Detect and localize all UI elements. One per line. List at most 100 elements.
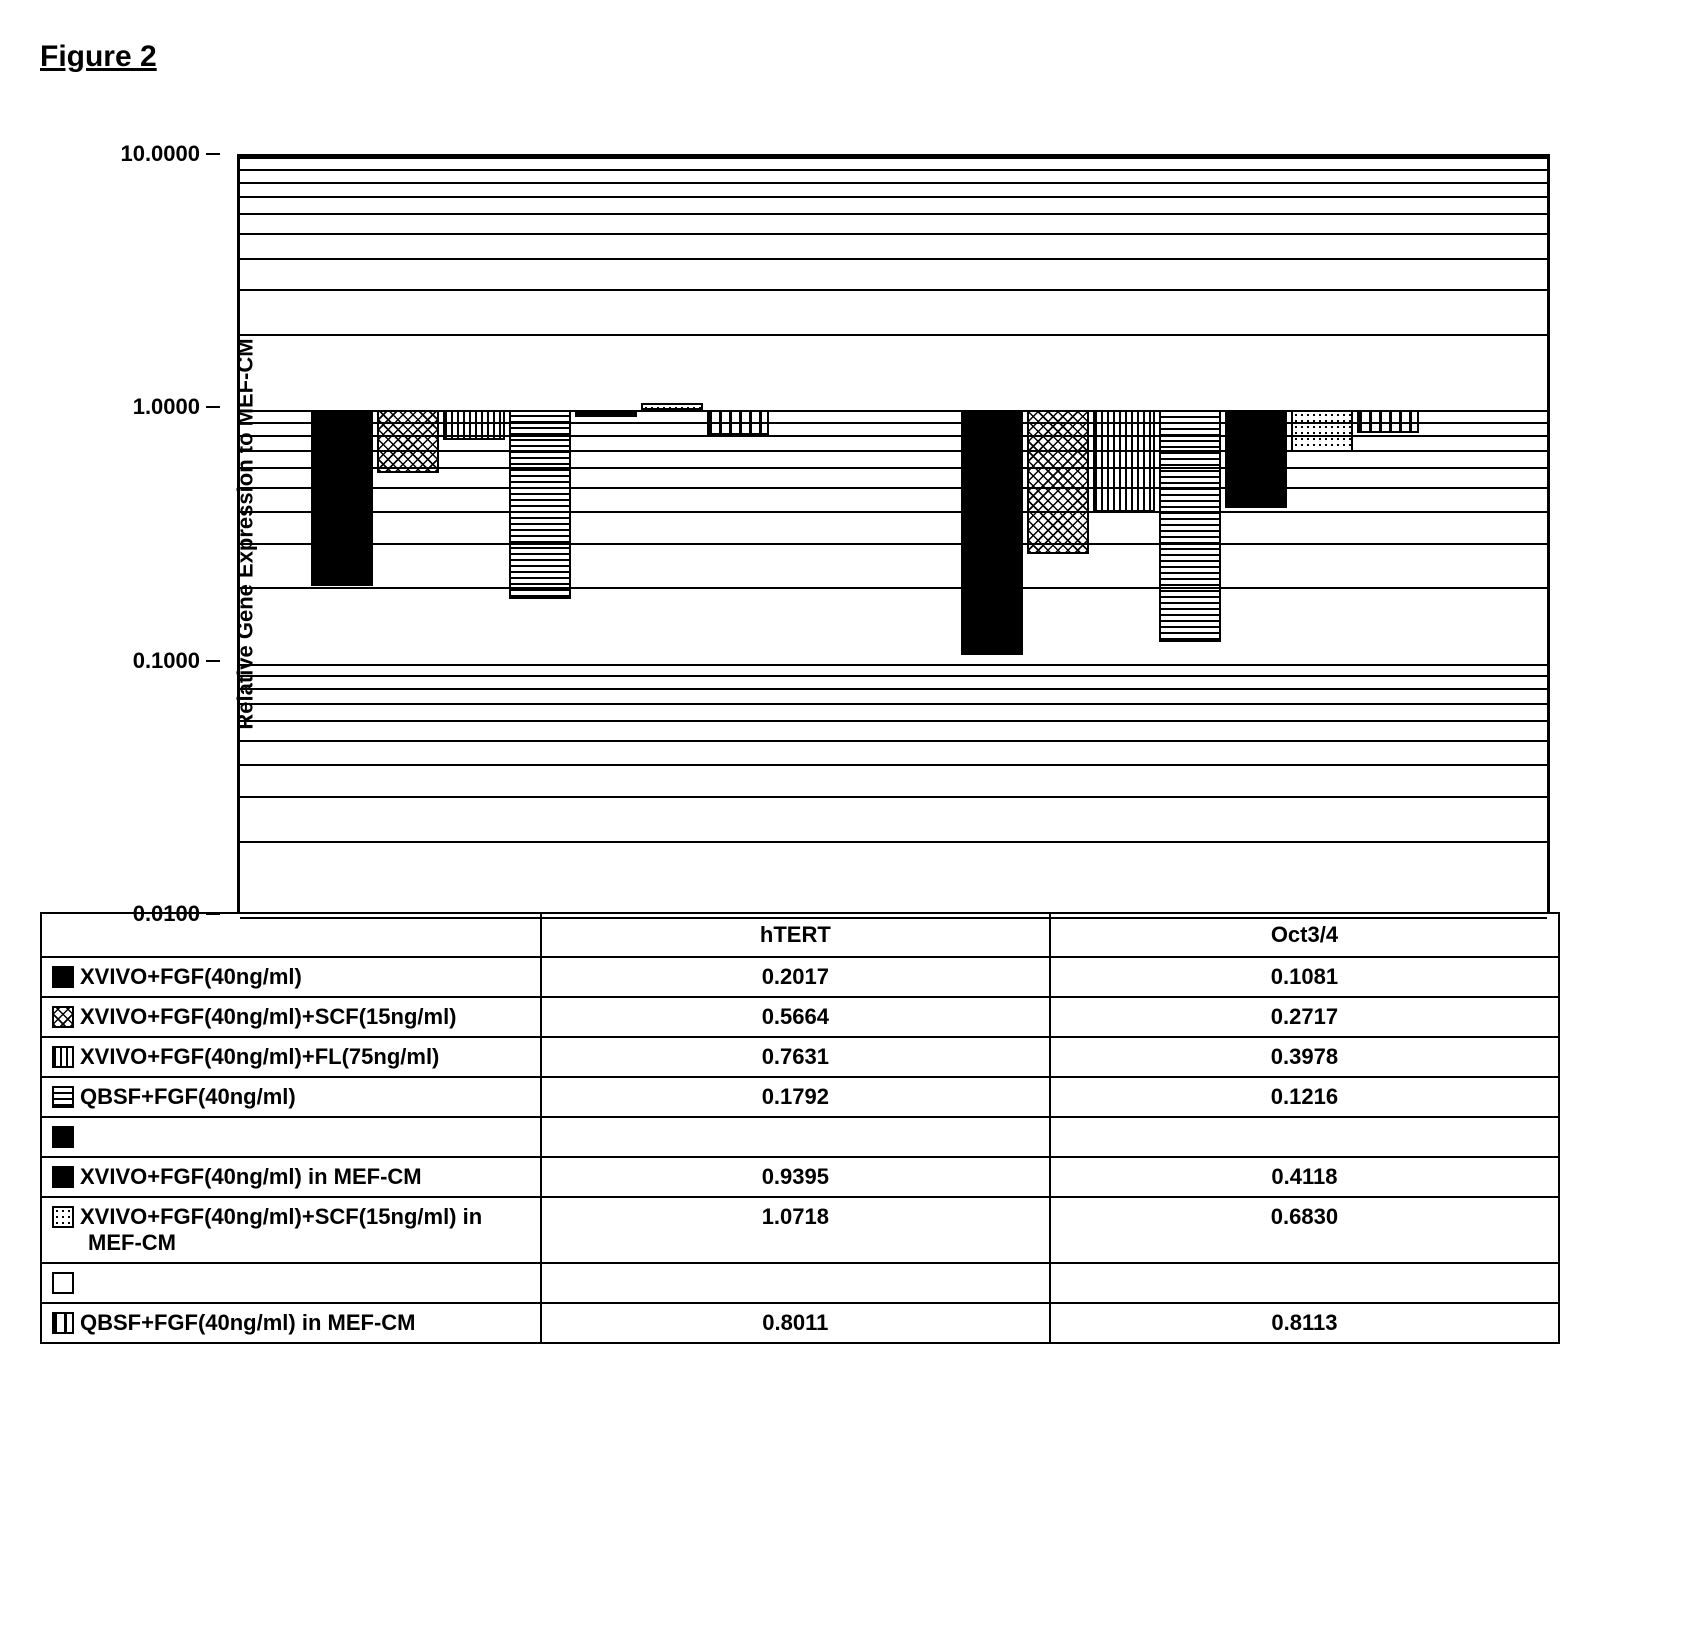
- y-tick-mark: [206, 406, 220, 408]
- gridline: [240, 664, 1547, 666]
- bar: [961, 410, 1023, 655]
- bar: [1093, 410, 1155, 511]
- gridline: [240, 334, 1547, 336]
- header-cat-0: hTERT: [541, 913, 1050, 957]
- legend-swatch: [52, 1166, 74, 1188]
- y-tick-label: 0.1000: [133, 648, 200, 674]
- legend-swatch: [52, 1206, 74, 1228]
- legend-label: XVIVO+FGF(40ng/ml)+SCF(15ng/ml): [80, 1004, 457, 1029]
- legend-cell: [41, 1263, 541, 1303]
- gridline: [240, 796, 1547, 798]
- legend-label: QBSF+FGF(40ng/ml) in MEF-CM: [80, 1310, 416, 1335]
- legend-cell: XVIVO+FGF(40ng/ml)+FL(75ng/ml): [41, 1037, 541, 1077]
- value-cell: 0.2017: [541, 957, 1050, 997]
- gridline: [240, 740, 1547, 742]
- gridline: [240, 703, 1547, 705]
- legend-swatch: [52, 1126, 74, 1148]
- gridline: [240, 289, 1547, 291]
- gridline: [240, 467, 1547, 469]
- table-row: XVIVO+FGF(40ng/ml) in MEF-CM 0.93950.4118: [41, 1157, 1559, 1197]
- value-cell: 0.1081: [1050, 957, 1559, 997]
- legend-label: XVIVO+FGF(40ng/ml) in MEF-CM: [80, 1164, 422, 1189]
- bar: [1027, 410, 1089, 553]
- value-cell: 0.6830: [1050, 1197, 1559, 1263]
- gridline: [240, 169, 1547, 171]
- legend-cell: QBSF+FGF(40ng/ml) in MEF-CM: [41, 1303, 541, 1343]
- value-cell: [1050, 1263, 1559, 1303]
- table-row: XVIVO+FGF(40ng/ml) 0.20170.1081: [41, 957, 1559, 997]
- legend-cell: XVIVO+FGF(40ng/ml): [41, 957, 541, 997]
- y-axis-ticks: 10.00001.00000.10000.0100: [100, 154, 220, 914]
- table-header-row: hTERT Oct3/4: [41, 913, 1559, 957]
- bars-layer: [240, 157, 1547, 914]
- value-cell: 0.3978: [1050, 1037, 1559, 1077]
- gridline: [240, 450, 1547, 452]
- table-row: XVIVO+FGF(40ng/ml)+SCF(15ng/ml) 0.56640.2…: [41, 997, 1559, 1037]
- y-tick-mark: [206, 660, 220, 662]
- gridline: [240, 233, 1547, 235]
- legend-swatch: [52, 1272, 74, 1294]
- gridline: [240, 435, 1547, 437]
- y-tick-label: 10.0000: [120, 141, 200, 167]
- chart-container: Relative Gene Expression to MEF-CM 10.00…: [40, 154, 1560, 1344]
- legend-label: QBSF+FGF(40ng/ml): [80, 1084, 296, 1109]
- legend-label-line2: MEF-CM: [52, 1230, 530, 1256]
- legend-cell: XVIVO+FGF(40ng/ml)+SCF(15ng/ml): [41, 997, 541, 1037]
- figure-title: Figure 2: [40, 40, 1661, 74]
- value-cell: [541, 1263, 1050, 1303]
- gridline: [240, 410, 1547, 412]
- bar: [1291, 410, 1353, 452]
- legend-cell: QBSF+FGF(40ng/ml): [41, 1077, 541, 1117]
- bar: [377, 410, 439, 473]
- bar: [1159, 410, 1221, 642]
- value-cell: 0.5664: [541, 997, 1050, 1037]
- value-cell: 0.1216: [1050, 1077, 1559, 1117]
- gridline: [240, 157, 1547, 159]
- bar: [1225, 410, 1287, 508]
- legend-swatch: [52, 1086, 74, 1108]
- value-cell: 0.7631: [541, 1037, 1050, 1077]
- value-cell: 0.8011: [541, 1303, 1050, 1343]
- table-row: QBSF+FGF(40ng/ml) in MEF-CM 0.80110.8113: [41, 1303, 1559, 1343]
- gridline: [240, 587, 1547, 589]
- y-tick-label: 1.0000: [133, 394, 200, 420]
- value-cell: 0.4118: [1050, 1157, 1559, 1197]
- plot-area: [240, 154, 1550, 914]
- value-cell: 0.2717: [1050, 997, 1559, 1037]
- gridline: [240, 675, 1547, 677]
- legend-swatch: [52, 1006, 74, 1028]
- gridline: [240, 422, 1547, 424]
- data-table: hTERT Oct3/4 XVIVO+FGF(40ng/ml)0.20170.1…: [40, 912, 1560, 1344]
- gridline: [240, 182, 1547, 184]
- table-row: QBSF+FGF(40ng/ml) 0.17920.1216: [41, 1077, 1559, 1117]
- gridline: [240, 511, 1547, 513]
- value-cell: 1.0718: [541, 1197, 1050, 1263]
- value-cell: 0.8113: [1050, 1303, 1559, 1343]
- legend-label: XVIVO+FGF(40ng/ml)+FL(75ng/ml): [80, 1044, 439, 1069]
- table-row: [41, 1117, 1559, 1157]
- y-tick-label: 0.0100: [133, 901, 200, 927]
- value-cell: [541, 1117, 1050, 1157]
- value-cell: 0.1792: [541, 1077, 1050, 1117]
- gridline: [240, 688, 1547, 690]
- gridline: [240, 213, 1547, 215]
- y-axis-line: [220, 154, 240, 914]
- table-row: XVIVO+FGF(40ng/ml)+FL(75ng/ml) 0.76310.39…: [41, 1037, 1559, 1077]
- header-cat-1: Oct3/4: [1050, 913, 1559, 957]
- gridline: [240, 841, 1547, 843]
- value-cell: [1050, 1117, 1559, 1157]
- gridline: [240, 543, 1547, 545]
- value-cell: 0.9395: [541, 1157, 1050, 1197]
- y-tick-mark: [206, 913, 220, 915]
- bar: [509, 410, 571, 599]
- legend-swatch: [52, 1312, 74, 1334]
- gridline: [240, 258, 1547, 260]
- y-tick-mark: [206, 153, 220, 155]
- gridline: [240, 720, 1547, 722]
- table-row: [41, 1263, 1559, 1303]
- legend-label: XVIVO+FGF(40ng/ml): [80, 964, 302, 989]
- header-blank: [41, 913, 541, 957]
- legend-cell: [41, 1117, 541, 1157]
- gridline: [240, 917, 1547, 919]
- gridline: [240, 196, 1547, 198]
